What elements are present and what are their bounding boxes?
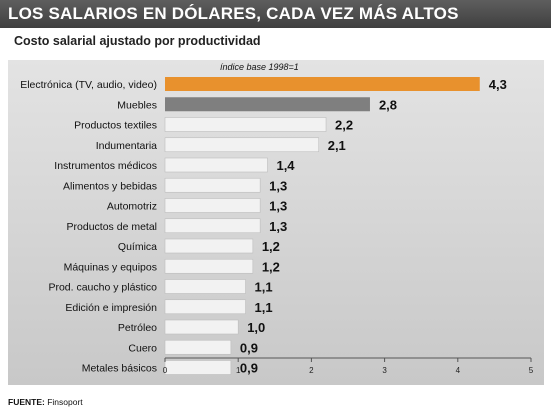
x-tick-label: 4 [456, 366, 461, 375]
bar [164, 319, 239, 335]
x-axis: 0 1 2 3 4 5 [163, 357, 534, 375]
x-tick-label: 2 [309, 366, 314, 375]
index-base-note: índice base 1998=1 [220, 62, 299, 72]
value-label: 4,3 [489, 77, 507, 92]
category-label: Petróleo [118, 322, 157, 334]
category-label: Metales básicos [82, 363, 157, 375]
x-tick-label: 1 [236, 366, 241, 375]
x-tick-label: 5 [529, 366, 534, 375]
value-label: 1,1 [255, 280, 273, 295]
category-label: Cuero [128, 342, 157, 354]
bar [164, 177, 261, 193]
category-label: Muebles [117, 99, 157, 111]
bar [164, 258, 254, 274]
source-value: Finsoport [47, 397, 83, 407]
bar [164, 339, 232, 355]
bar [164, 238, 254, 254]
category-label: Productos textiles [74, 120, 157, 132]
bars-group: Electrónica (TV, audio, video) 4,3 Muebles… [20, 77, 507, 376]
value-label: 1,4 [276, 158, 295, 173]
bar [164, 299, 246, 315]
x-tick-label: 3 [382, 366, 387, 375]
category-label: Indumentaria [96, 140, 157, 152]
value-label: 2,8 [379, 97, 397, 112]
bar [164, 117, 327, 132]
value-label: 1,2 [262, 259, 280, 274]
bar [164, 137, 320, 153]
category-label: Alimentos y bebidas [63, 180, 157, 192]
bar [164, 360, 232, 375]
bar [164, 157, 268, 173]
bar [164, 218, 261, 234]
category-label: Instrumentos médicos [54, 160, 157, 172]
value-label: 0,9 [240, 361, 258, 376]
value-label: 2,2 [335, 118, 353, 133]
bar [164, 279, 246, 294]
source-note: FUENTE: Finsoport [8, 397, 83, 407]
value-label: 1,3 [269, 219, 287, 234]
category-label: Máquinas y equipos [64, 261, 157, 273]
category-label: Edición e impresión [65, 302, 157, 314]
category-label: Electrónica (TV, audio, video) [20, 79, 157, 91]
bar-chart: índice base 1998=1 Electrónica (TV, audi… [20, 62, 534, 376]
value-label: 2,1 [328, 138, 346, 153]
value-label: 1,3 [269, 199, 287, 214]
x-tick-label: 0 [163, 366, 168, 375]
value-label: 1,2 [262, 239, 280, 254]
category-label: Prod. caucho y plástico [48, 282, 157, 294]
value-label: 1,1 [255, 300, 273, 315]
bar [164, 198, 261, 213]
category-label: Productos de metal [67, 221, 157, 233]
value-label: 1,0 [247, 320, 265, 335]
plot-area: índice base 1998=1 Electrónica (TV, audi… [8, 60, 544, 385]
category-label: Automotriz [107, 201, 157, 213]
bar [165, 77, 480, 91]
category-label: Química [118, 241, 157, 253]
value-label: 0,9 [240, 340, 258, 355]
bar [165, 97, 370, 112]
chart-title: LOS SALARIOS EN DÓLARES, CADA VEZ MÁS AL… [0, 0, 551, 28]
source-label: FUENTE: [8, 397, 45, 407]
value-label: 1,3 [269, 178, 287, 193]
chart-subtitle: Costo salarial ajustado por productivida… [14, 34, 261, 48]
